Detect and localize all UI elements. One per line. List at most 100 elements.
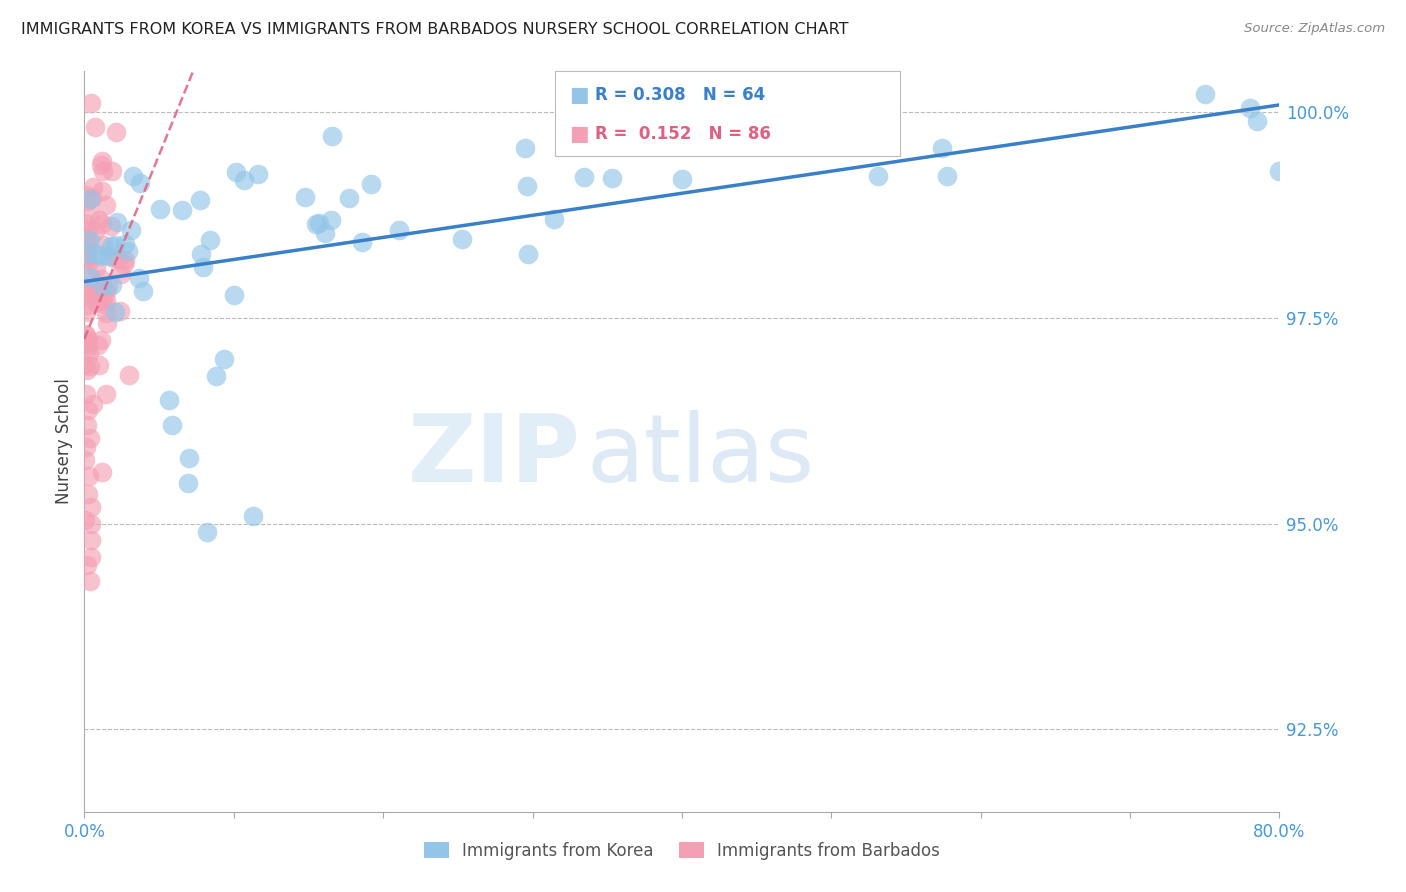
Point <box>706 111 728 125</box>
Point <box>97 279 120 293</box>
Point <box>76 363 98 377</box>
Point <box>100 219 122 233</box>
Point <box>76 247 98 261</box>
Point <box>79 269 101 284</box>
Point <box>84 120 107 134</box>
Point <box>101 163 124 178</box>
Point <box>129 176 152 190</box>
Point <box>205 368 228 383</box>
Point <box>84 261 107 276</box>
Point <box>110 267 132 281</box>
Point <box>222 288 245 302</box>
Point <box>108 303 131 318</box>
Point <box>77 257 100 271</box>
Point <box>77 403 100 417</box>
Text: ■: ■ <box>569 85 589 105</box>
Point <box>73 326 96 341</box>
Point <box>90 153 112 168</box>
Point <box>105 215 128 229</box>
Point <box>191 260 214 274</box>
Point <box>94 293 117 308</box>
Point <box>157 393 180 408</box>
Point <box>96 198 118 212</box>
Point <box>79 431 101 445</box>
Point <box>90 333 112 347</box>
Point <box>73 215 96 229</box>
Point <box>149 202 172 217</box>
Point <box>104 304 127 318</box>
Point <box>314 226 336 240</box>
Point <box>1268 164 1291 178</box>
Point <box>101 278 124 293</box>
Point <box>118 368 141 382</box>
Text: R =  0.152   N = 86: R = 0.152 N = 86 <box>595 125 770 143</box>
Point <box>73 230 96 244</box>
Point <box>90 292 112 306</box>
Text: IMMIGRANTS FROM KOREA VS IMMIGRANTS FROM BARBADOS NURSERY SCHOOL CORRELATION CHA: IMMIGRANTS FROM KOREA VS IMMIGRANTS FROM… <box>21 22 849 37</box>
Legend: Immigrants from Korea, Immigrants from Barbados: Immigrants from Korea, Immigrants from B… <box>418 835 946 866</box>
Point <box>91 164 114 178</box>
Point <box>76 418 98 433</box>
Point <box>97 249 120 263</box>
Point <box>935 169 957 183</box>
Point <box>513 141 536 155</box>
Point <box>308 216 330 230</box>
Point <box>79 233 101 247</box>
Point <box>76 440 98 454</box>
Text: atlas: atlas <box>586 410 814 502</box>
Point <box>190 247 212 261</box>
Point <box>337 190 360 204</box>
Point <box>132 285 155 299</box>
Point <box>76 194 98 208</box>
Point <box>198 233 221 247</box>
Point <box>94 285 117 299</box>
Point <box>104 237 127 252</box>
Point <box>75 387 97 401</box>
Point <box>90 184 112 198</box>
Point <box>73 280 96 294</box>
Point <box>79 193 101 207</box>
Point <box>87 247 110 261</box>
Point <box>76 242 98 256</box>
Point <box>121 169 143 184</box>
Point <box>93 297 115 311</box>
Point <box>77 468 100 483</box>
Point <box>321 128 343 143</box>
Point <box>543 211 565 226</box>
Point <box>321 213 343 227</box>
Point <box>114 236 136 251</box>
Text: ■: ■ <box>569 124 589 145</box>
Point <box>128 270 150 285</box>
Point <box>1194 87 1216 101</box>
Point <box>112 257 135 271</box>
Point <box>225 165 247 179</box>
Point <box>100 239 122 253</box>
Point <box>80 533 103 548</box>
Point <box>1239 101 1261 115</box>
Point <box>516 246 538 260</box>
Point <box>114 252 136 267</box>
Point <box>107 252 129 266</box>
Point <box>90 217 112 231</box>
Point <box>294 190 316 204</box>
Point <box>73 358 96 372</box>
Point <box>388 223 411 237</box>
Y-axis label: Nursery School: Nursery School <box>55 378 73 505</box>
Text: R = 0.308   N = 64: R = 0.308 N = 64 <box>595 87 765 104</box>
Point <box>76 343 98 357</box>
Point <box>671 172 693 186</box>
Point <box>80 285 103 299</box>
Point <box>177 475 200 490</box>
Point <box>91 466 114 480</box>
Text: Source: ZipAtlas.com: Source: ZipAtlas.com <box>1244 22 1385 36</box>
Point <box>73 453 96 467</box>
Point <box>195 524 218 539</box>
Point <box>77 487 100 501</box>
Point <box>73 513 96 527</box>
Point <box>90 158 112 172</box>
Point <box>75 327 97 342</box>
Point <box>91 237 114 252</box>
Point <box>103 252 125 266</box>
Point <box>75 231 97 245</box>
Point <box>350 235 373 249</box>
